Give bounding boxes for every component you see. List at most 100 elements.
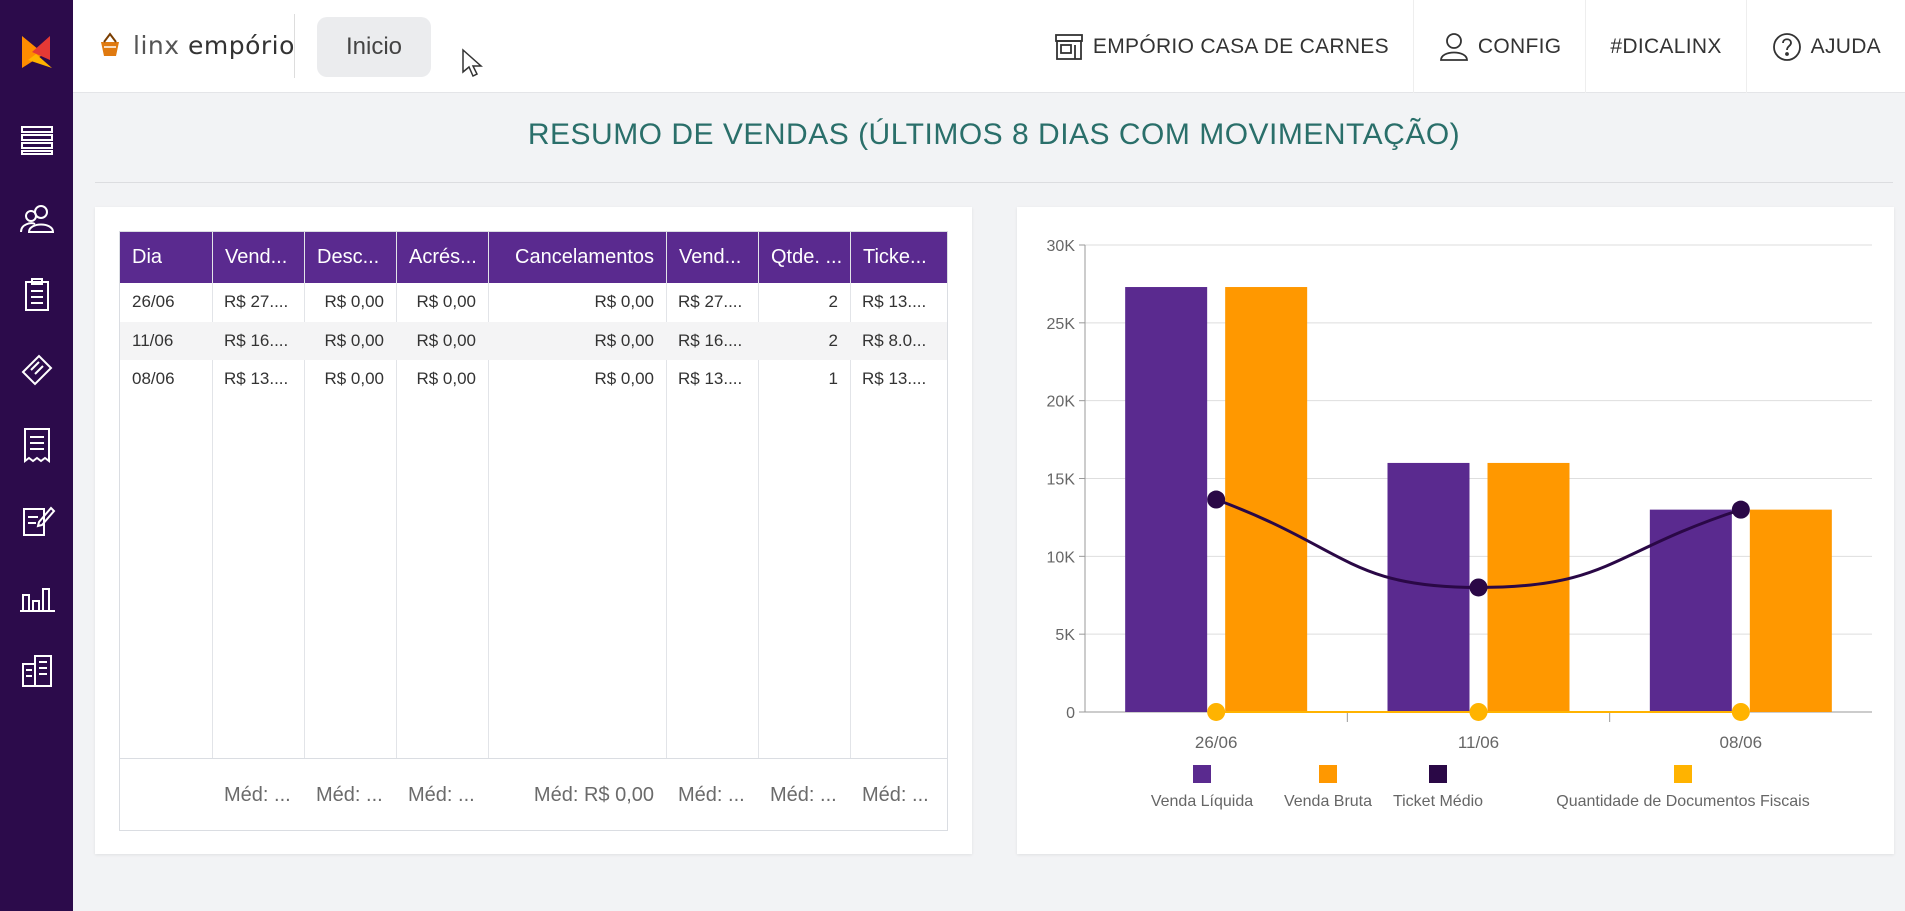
column-header[interactable]: Dia [132,246,163,268]
linx-logo-icon[interactable] [14,30,58,74]
nav-config[interactable]: CONFIG [1412,0,1585,93]
column-divider [758,232,759,830]
footer-summary: Méd: ... [862,784,929,806]
table-cell: 1 [828,369,838,388]
y-tick-label: 15K [1047,472,1076,489]
top-nav: EMPÓRIO CASA DE CARNES CONFIG #DICALINX … [1029,0,1905,93]
legend-swatch [1674,765,1692,783]
footer-summary [120,759,212,831]
legend-swatch [1319,765,1337,783]
sales-chart-card: 0 5K 10K 15K 20K 25K 30K 26/06 11/06 08/06 Venda … [1017,207,1894,854]
y-tick-label: 0 [1066,705,1075,722]
y-tick-label: 25K [1047,316,1076,333]
table-row[interactable]: 26/06 R$ 27.... R$ 0,00 R$ 0,00 R$ 0,00 R$ 27… [120,283,947,321]
legend-item[interactable]: Venda Líquida [1137,765,1267,811]
footer-summary: Méd: ... [316,784,383,806]
x-tick-label: 26/06 [1195,733,1238,752]
legend-label: Ticket Médio [1392,793,1484,810]
clipboard-icon [24,278,49,311]
brand-name: linx empório [133,30,295,60]
bar-venda-bruta [1225,287,1308,712]
help-icon [1772,32,1801,61]
footer-summary: Méd: R$ 0,00 [533,784,654,806]
table-cell: 26/06 [132,292,175,311]
table-cell: R$ 0,00 [416,292,476,311]
legend-item[interactable]: Quantidade de Documentos Fiscais [1553,765,1813,811]
ticket-icon [21,354,52,386]
x-tick-label: 08/06 [1720,733,1763,752]
top-bar: linx empório Inicio EMPÓRIO CASA DE CARN… [73,0,1905,93]
sidebar-item-clipboard[interactable] [0,265,73,325]
column-divider [304,232,305,830]
column-header[interactable]: Cancelamentos [488,232,666,283]
point-ticket-medio [1731,500,1750,519]
table-cell: R$ 16.... [224,330,289,350]
column-divider [488,232,489,830]
users-icon [19,205,54,233]
sidebar-item-reports[interactable] [0,565,73,625]
point-qtd-documentos [1207,702,1226,721]
brand-divider [294,14,295,78]
column-header[interactable]: Vend... [666,232,758,283]
table-cell: R$ 0,00 [594,369,654,388]
sidebar-item-ticket[interactable] [0,340,73,400]
legend-label: Venda Bruta [1283,793,1373,810]
legend-item[interactable]: Venda Bruta [1263,765,1393,811]
column-header[interactable]: Acrés... [396,232,488,283]
column-divider [212,232,213,830]
bar-venda-bruta [1749,509,1832,712]
buildings-icon [21,655,52,687]
y-tick-label: 10K [1047,549,1076,566]
sales-table-card: Dia Vend... Desc... Acrés... Cancelamentos Ve… [95,207,972,854]
sidebar-item-edit[interactable] [0,490,73,550]
point-ticket-medio [1469,578,1488,597]
table-cell: R$ 27.... [224,292,289,311]
footer-summary: Méd: ... [770,784,837,806]
column-divider [396,232,397,830]
table-cell: 2 [828,330,838,350]
table-cell: R$ 13.... [862,292,927,311]
point-ticket-medio [1207,490,1226,509]
title-divider [95,182,1893,183]
column-header[interactable]: Desc... [304,232,396,283]
brand[interactable]: linx empório [95,30,295,60]
basket-icon [101,32,119,56]
mouse-cursor-icon [462,48,483,78]
legend-item[interactable]: Ticket Médio [1383,765,1493,811]
store-icon [1055,33,1083,60]
user-icon [1440,32,1468,61]
column-divider [666,232,667,830]
sidebar-item-users[interactable] [0,190,73,250]
nav-dicalinx[interactable]: #DICALINX [1585,0,1745,93]
column-header[interactable]: Qtde. ... [758,232,850,283]
point-qtd-documentos [1731,702,1750,721]
y-tick-label: 20K [1047,394,1076,411]
nav-store[interactable]: EMPÓRIO CASA DE CARNES [1029,0,1413,93]
sidebar-item-receipt[interactable] [0,415,73,475]
sidebar-item-stores[interactable] [0,640,73,700]
table-cell: R$ 13.... [224,369,289,388]
grid-header: Dia Vend... Desc... Acrés... Cancelamentos Ve… [120,232,947,283]
column-divider [850,232,851,830]
column-header[interactable]: Ticke... [850,232,949,283]
legend-label: Quantidade de Documentos Fiscais [1556,793,1810,810]
table-cell: 2 [828,292,838,311]
table-cell: R$ 13.... [678,369,743,388]
receipt-icon [23,428,50,463]
tab-inicio[interactable]: Inicio [317,17,431,77]
footer-summary: Méd: ... [224,784,291,806]
page-title: RESUMO DE VENDAS (ÚLTIMOS 8 DIAS COM MOV… [527,118,1461,151]
bar-chart-icon [19,588,55,612]
bar-venda-liquida [1649,509,1732,712]
table-row[interactable]: 08/06 R$ 13.... R$ 0,00 R$ 0,00 R$ 0,00 R$ 13… [120,360,947,398]
nav-help[interactable]: AJUDA [1745,0,1905,93]
sidebar-item-list[interactable] [0,110,73,170]
store-name: EMPÓRIO CASA DE CARNES [1092,34,1389,58]
column-header[interactable]: Vend... [212,232,304,283]
chart-legend: Venda Líquida Venda Bruta Ticket Médio Quan… [1017,765,1894,825]
table-cell: R$ 0,00 [324,292,384,311]
sales-grid: Dia Vend... Desc... Acrés... Cancelamentos Ve… [119,231,948,831]
dicalinx-label: #DICALINX [1610,34,1722,58]
point-qtd-documentos [1469,702,1488,721]
table-row[interactable]: 11/06 R$ 16.... R$ 0,00 R$ 0,00 R$ 0,00 R$ 16… [120,321,947,360]
